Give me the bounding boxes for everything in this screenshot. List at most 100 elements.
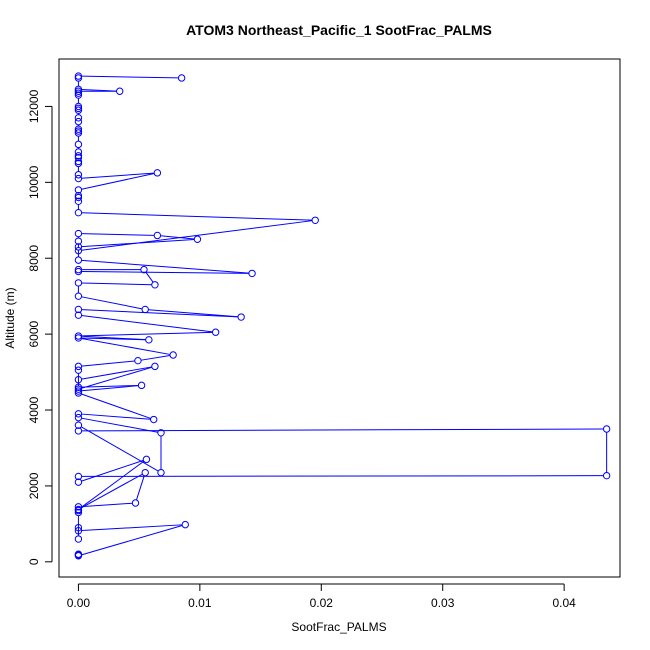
series-segment [81, 360, 135, 367]
data-point [116, 87, 124, 95]
series-segment [81, 393, 151, 419]
data-point [134, 356, 142, 365]
data-point [74, 89, 83, 97]
series-segment [81, 384, 139, 388]
data-point [74, 91, 83, 99]
data-point [153, 169, 162, 177]
series-segment [148, 309, 238, 318]
data-point [193, 235, 202, 243]
series-segment [81, 385, 139, 392]
data-point [177, 74, 186, 82]
data-point [169, 351, 177, 359]
data-point [74, 102, 83, 111]
data-point [151, 281, 159, 289]
data-point [74, 104, 83, 113]
series-segment [81, 315, 213, 333]
data-point [74, 237, 83, 245]
data-point [74, 127, 83, 135]
series-segment [81, 172, 155, 179]
y-tick-label: 0 [27, 558, 41, 565]
data-point [74, 193, 83, 202]
data-point [74, 503, 83, 511]
data-series [74, 72, 611, 560]
data-point [74, 527, 83, 535]
data-point [74, 125, 83, 133]
data-point [74, 256, 83, 264]
data-point [74, 305, 83, 314]
series-segment [160, 235, 195, 240]
data-point [74, 410, 83, 418]
y-tick-label: 12000 [27, 89, 41, 123]
data-point [74, 74, 83, 82]
data-point [140, 265, 148, 274]
plot-area-border [58, 58, 621, 578]
y-tick-label: 10000 [27, 165, 41, 199]
data-point [145, 336, 153, 344]
data-point [237, 313, 245, 321]
series-segment [81, 524, 183, 532]
data-point [74, 159, 83, 168]
data-point [74, 140, 83, 149]
series-segment [145, 271, 154, 283]
series-segment [80, 426, 159, 472]
data-point [141, 468, 149, 477]
data-point [74, 387, 83, 395]
data-point [74, 246, 83, 255]
series-segment [81, 271, 249, 274]
data-point [142, 455, 151, 464]
series-segment [81, 89, 117, 92]
y-tick-label: 2000 [27, 472, 41, 499]
y-tick-label: 4000 [27, 396, 41, 423]
data-point [74, 129, 83, 137]
data-point [74, 152, 83, 160]
data-point [74, 265, 83, 274]
series-segment [81, 331, 213, 337]
data-point [74, 311, 83, 319]
series-segment [81, 413, 151, 420]
data-point [74, 87, 83, 95]
series-segment [81, 309, 238, 318]
series-segment [81, 502, 133, 508]
data-point [602, 471, 611, 480]
series-segment [81, 220, 313, 251]
x-tick-label: 0.00 [67, 596, 91, 610]
data-point [74, 191, 83, 200]
data-point [74, 267, 83, 276]
data-point [131, 499, 140, 507]
data-point [74, 117, 83, 126]
series-segment [81, 428, 604, 432]
chart-title: ATOM3 Northeast_Pacific_1 SootFrac_PALMS [186, 22, 492, 38]
data-point [248, 269, 256, 278]
data-point [74, 362, 83, 371]
data-point [153, 231, 162, 240]
data-point [74, 334, 83, 342]
series-segment [81, 212, 313, 221]
series-segment [135, 475, 145, 501]
data-point [74, 505, 83, 514]
x-tick-label: 0.01 [188, 596, 212, 610]
data-point [74, 375, 83, 384]
data-point [74, 229, 83, 238]
data-point [157, 468, 165, 477]
y-tick-label: 8000 [27, 245, 41, 272]
data-point [74, 366, 83, 374]
data-point [74, 106, 83, 114]
data-point [74, 243, 83, 251]
data-point [74, 148, 83, 156]
data-point [74, 385, 83, 393]
data-point [74, 292, 83, 300]
data-point [74, 535, 83, 543]
data-point [151, 362, 159, 371]
data-point [74, 157, 83, 166]
data-point [74, 279, 83, 287]
data-point [74, 197, 83, 206]
data-point [602, 425, 611, 433]
series-segment [81, 366, 153, 389]
data-point [74, 478, 83, 486]
data-point [74, 72, 83, 80]
data-point [74, 171, 83, 179]
x-axis-label: SootFrac_PALMS [291, 620, 386, 634]
data-point [181, 520, 189, 529]
data-point [141, 305, 149, 314]
